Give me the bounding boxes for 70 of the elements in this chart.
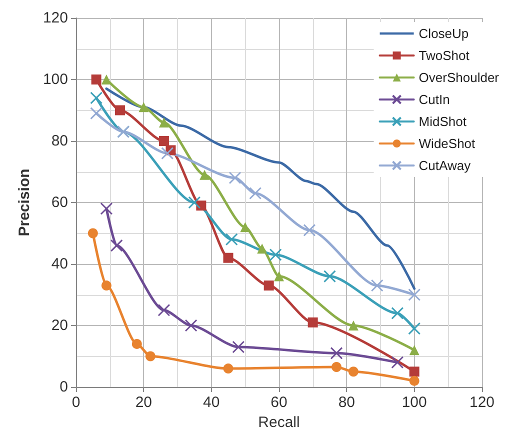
point bbox=[91, 74, 102, 84]
y-tick-label: 100 bbox=[42, 71, 68, 88]
legend-label: CloseUp bbox=[418, 26, 469, 41]
legend-label: MidShot bbox=[418, 114, 467, 129]
point bbox=[249, 187, 262, 200]
point bbox=[324, 270, 336, 283]
legend-label: OverShoulder bbox=[418, 70, 500, 85]
point bbox=[228, 172, 242, 184]
y-tick-label: 40 bbox=[51, 256, 68, 272]
point bbox=[330, 346, 343, 360]
point bbox=[332, 362, 342, 372]
point bbox=[223, 364, 234, 374]
point bbox=[409, 376, 420, 386]
x-tick-label: 120 bbox=[469, 394, 495, 411]
point bbox=[257, 244, 268, 254]
point bbox=[391, 356, 404, 369]
point bbox=[200, 170, 210, 180]
point bbox=[158, 304, 170, 316]
point bbox=[90, 107, 103, 120]
point bbox=[114, 105, 125, 116]
point bbox=[188, 196, 201, 209]
point bbox=[348, 320, 358, 330]
x-tick-label: 40 bbox=[202, 394, 220, 411]
x-axis-title: Recall bbox=[258, 414, 300, 431]
point bbox=[225, 233, 238, 246]
point bbox=[408, 288, 421, 301]
point bbox=[132, 338, 142, 349]
point bbox=[408, 322, 421, 335]
point bbox=[240, 222, 250, 232]
legend-label: TwoShot bbox=[418, 48, 470, 63]
point bbox=[101, 74, 112, 84]
point bbox=[264, 280, 274, 291]
point bbox=[158, 136, 169, 146]
point bbox=[100, 202, 113, 215]
point bbox=[274, 271, 284, 282]
point bbox=[348, 366, 358, 377]
point bbox=[303, 224, 316, 236]
point bbox=[110, 239, 123, 252]
y-axis-title: Precision bbox=[16, 168, 34, 236]
legend-label: WideShot bbox=[418, 136, 476, 151]
point bbox=[308, 317, 318, 328]
y-tick-label: 80 bbox=[51, 132, 68, 150]
point bbox=[196, 200, 206, 211]
point bbox=[161, 147, 174, 160]
line-series bbox=[105, 87, 416, 290]
point bbox=[232, 340, 245, 354]
point bbox=[223, 252, 234, 263]
legend-label: CutIn bbox=[418, 92, 450, 107]
point bbox=[138, 102, 149, 112]
x-tick-label: 20 bbox=[135, 394, 152, 411]
x-tick-label: 0 bbox=[72, 394, 80, 411]
point bbox=[391, 306, 404, 320]
legend-label: CutAway bbox=[418, 158, 472, 173]
point bbox=[269, 248, 282, 262]
point bbox=[90, 92, 103, 104]
y-tick-label: 20 bbox=[51, 317, 68, 334]
x-tick-label: 100 bbox=[402, 394, 427, 411]
y-tick-label: 120 bbox=[42, 10, 68, 26]
point bbox=[409, 345, 420, 356]
y-tick-label: 60 bbox=[51, 194, 68, 211]
point bbox=[409, 366, 420, 377]
point bbox=[88, 228, 98, 238]
point bbox=[158, 118, 169, 128]
y-tick-label: 0 bbox=[60, 378, 68, 396]
x-tick-label: 60 bbox=[270, 394, 288, 411]
point bbox=[370, 279, 384, 292]
point bbox=[145, 351, 156, 362]
point bbox=[101, 280, 112, 291]
x-tick-label: 80 bbox=[338, 394, 356, 411]
point bbox=[184, 319, 198, 332]
